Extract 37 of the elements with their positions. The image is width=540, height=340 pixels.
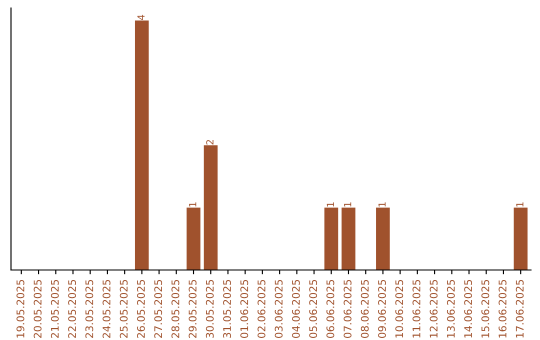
x-tick-label: 06.06.2025 <box>326 280 334 338</box>
x-tick-label: 16.06.2025 <box>498 280 506 338</box>
x-tick-label: 03.06.2025 <box>274 280 283 338</box>
x-tick-label: 13.06.2025 <box>446 280 455 338</box>
x-tick-label: 31.05.2025 <box>223 280 231 338</box>
x-tick-label: 27.05.2025 <box>154 280 162 338</box>
x-tick-label: 04.06.2025 <box>292 280 300 338</box>
x-tick-label: 24.05.2025 <box>102 280 110 338</box>
x-tick-label: 23.05.2025 <box>85 280 94 338</box>
x-tick-label: 02.06.2025 <box>258 280 266 338</box>
data-label: 1 <box>344 202 352 207</box>
x-tick-label: 08.06.2025 <box>360 280 369 338</box>
x-tick-label: 17.06.2025 <box>516 280 524 338</box>
x-tick-label: 26.05.2025 <box>137 280 145 338</box>
x-tick-label: 25.05.2025 <box>120 280 128 338</box>
data-label: 2 <box>206 140 214 145</box>
x-tick-label: 07.06.2025 <box>344 280 352 338</box>
x-tick-label: 10.06.2025 <box>395 280 404 338</box>
x-tick-label: 01.06.2025 <box>240 280 248 338</box>
x-tick-label: 14.06.2025 <box>464 280 472 338</box>
x-tick-label: 12.06.2025 <box>430 280 438 338</box>
data-label: 1 <box>516 202 524 207</box>
x-tick-label: 15.06.2025 <box>481 280 490 338</box>
data-label: 4 <box>137 14 145 20</box>
data-label: 1 <box>189 202 196 207</box>
data-label: 1 <box>378 202 386 207</box>
x-tick-label: 21.05.2025 <box>50 280 59 338</box>
x-tick-label: 09.06.2025 <box>378 280 386 338</box>
x-tick-label: 20.05.2025 <box>34 280 42 338</box>
x-tick-label: 22.05.2025 <box>68 280 76 338</box>
x-tick-label: 30.05.2025 <box>206 280 214 338</box>
x-tick-label: 11.06.2025 <box>412 280 420 338</box>
data-label: 1 <box>326 202 334 207</box>
x-tick-label: 19.05.2025 <box>16 280 24 338</box>
x-tick-label: 28.05.2025 <box>171 280 180 338</box>
x-tick-label: 05.06.2025 <box>309 280 318 338</box>
x-tick-label: 29.05.2025 <box>188 280 197 338</box>
